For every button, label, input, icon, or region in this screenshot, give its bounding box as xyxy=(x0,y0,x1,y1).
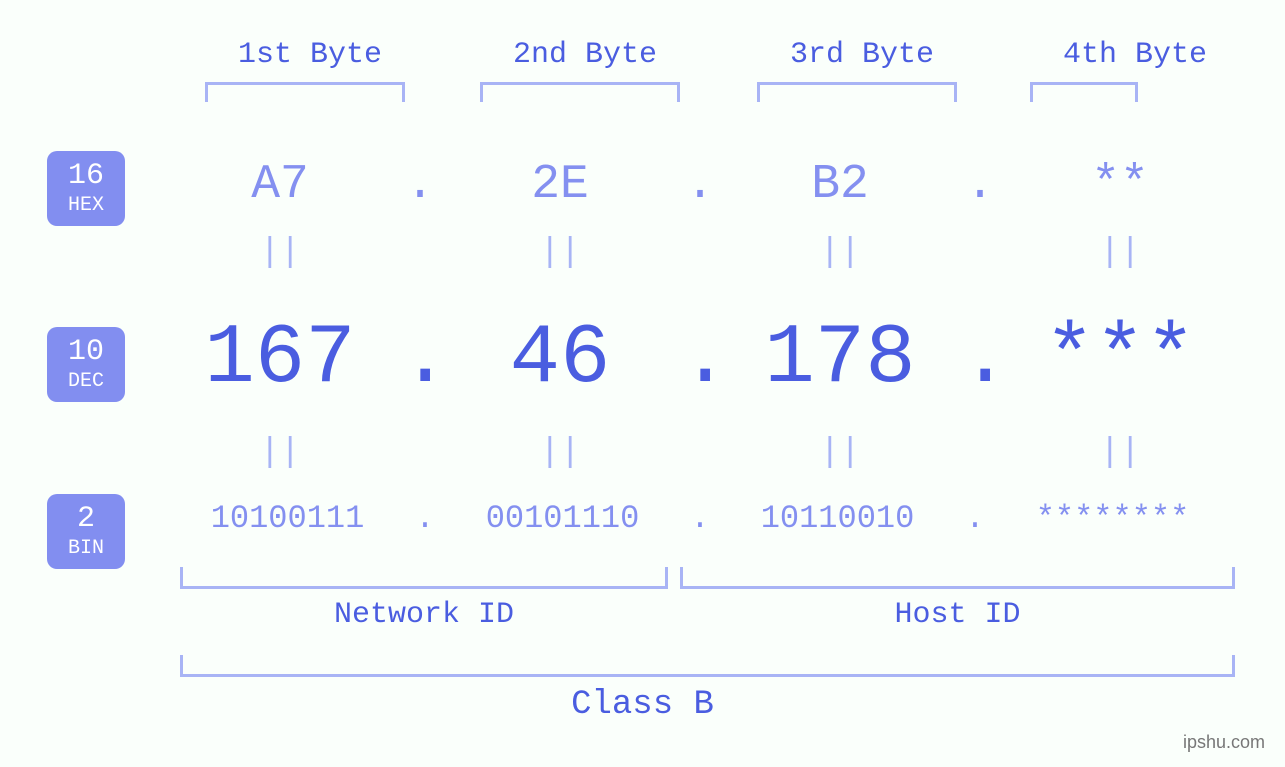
network-bracket xyxy=(180,567,668,589)
class-label: Class B xyxy=(0,686,1285,724)
hex-byte-4: ** xyxy=(1015,158,1225,212)
dec-dot-1: . xyxy=(400,312,440,407)
watermark: ipshu.com xyxy=(1183,732,1265,753)
equals-row-2: || . || . || . || xyxy=(175,434,1225,472)
dec-byte-3: 178 xyxy=(735,312,945,407)
hex-byte-1: A7 xyxy=(175,158,385,212)
dec-dot-3: . xyxy=(960,312,1000,407)
byte-bracket-2 xyxy=(480,82,680,102)
hex-dot-3: . xyxy=(960,158,1000,212)
badge-hex-label: HEX xyxy=(68,194,104,217)
bin-dot-1: . xyxy=(410,500,440,537)
badge-hex: 16 HEX xyxy=(47,151,125,226)
bin-dot-3: . xyxy=(960,500,990,537)
host-bracket xyxy=(680,567,1235,589)
eq-2-2: || xyxy=(455,434,665,472)
badge-dec-label: DEC xyxy=(68,370,104,393)
bin-row: 10100111 . 00101110 . 10110010 . *******… xyxy=(175,500,1225,537)
dec-byte-2: 46 xyxy=(455,312,665,407)
eq-1-1: || xyxy=(175,234,385,272)
badge-bin-num: 2 xyxy=(77,504,95,534)
badge-dec: 10 DEC xyxy=(47,327,125,402)
eq-1-2: || xyxy=(455,234,665,272)
hex-byte-2: 2E xyxy=(455,158,665,212)
byte-header-3: 3rd Byte xyxy=(757,38,967,72)
byte-header-2: 2nd Byte xyxy=(480,38,690,72)
byte-header-4: 4th Byte xyxy=(1030,38,1240,72)
ip-diagram: 1st Byte 2nd Byte 3rd Byte 4th Byte 16 H… xyxy=(0,0,1285,767)
eq-2-1: || xyxy=(175,434,385,472)
byte-bracket-3 xyxy=(757,82,957,102)
badge-bin: 2 BIN xyxy=(47,494,125,569)
byte-bracket-1 xyxy=(205,82,405,102)
byte-header-1: 1st Byte xyxy=(205,38,415,72)
class-bracket xyxy=(180,655,1235,677)
dec-byte-1: 167 xyxy=(175,312,385,407)
dec-row: 167 . 46 . 178 . *** xyxy=(175,312,1225,407)
dec-byte-4: *** xyxy=(1015,312,1225,407)
bin-byte-2: 00101110 xyxy=(450,500,675,537)
bin-dot-2: . xyxy=(685,500,715,537)
badge-bin-label: BIN xyxy=(68,537,104,560)
host-id-label: Host ID xyxy=(680,598,1235,632)
eq-2-3: || xyxy=(735,434,945,472)
hex-dot-1: . xyxy=(400,158,440,212)
eq-2-4: || xyxy=(1015,434,1225,472)
bin-byte-1: 10100111 xyxy=(175,500,400,537)
hex-row: A7 . 2E . B2 . ** xyxy=(175,158,1225,212)
badge-dec-num: 10 xyxy=(68,337,104,367)
bin-byte-3: 10110010 xyxy=(725,500,950,537)
badge-hex-num: 16 xyxy=(68,161,104,191)
equals-row-1: || . || . || . || xyxy=(175,234,1225,272)
network-id-label: Network ID xyxy=(180,598,668,632)
hex-byte-3: B2 xyxy=(735,158,945,212)
byte-bracket-4 xyxy=(1030,82,1138,102)
hex-dot-2: . xyxy=(680,158,720,212)
eq-1-4: || xyxy=(1015,234,1225,272)
eq-1-3: || xyxy=(735,234,945,272)
bin-byte-4: ******** xyxy=(1000,500,1225,537)
dec-dot-2: . xyxy=(680,312,720,407)
